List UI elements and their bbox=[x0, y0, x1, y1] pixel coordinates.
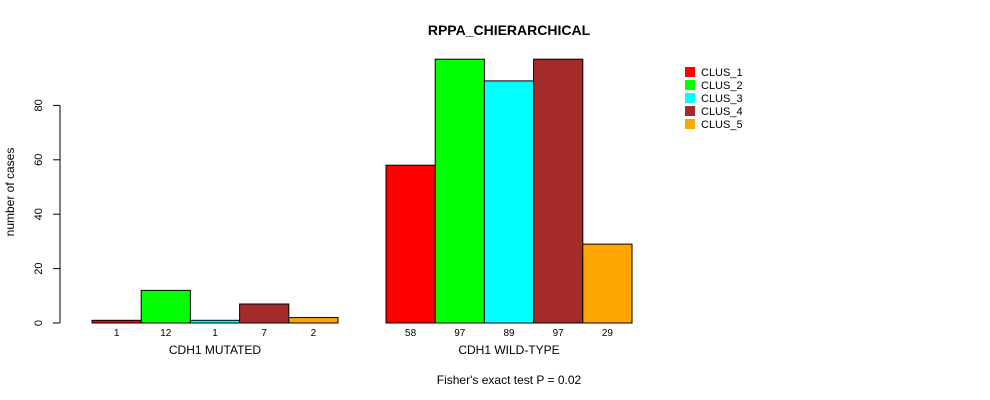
y-axis-label: number of cases bbox=[3, 148, 17, 237]
chart-title: RPPA_CHIERARCHICAL bbox=[428, 22, 591, 38]
y-tick-label: 60 bbox=[33, 154, 45, 166]
bar-clus-3-wild-type bbox=[483, 80, 535, 324]
group-labels: CDH1 MUTATED CDH1 WILD-TYPE bbox=[169, 343, 560, 357]
legend-label: CLUS_5 bbox=[701, 119, 743, 131]
bars: 1 12 1 7 2 58 97 89 97 29 bbox=[91, 58, 633, 339]
group-label-wild-type: CDH1 WILD-TYPE bbox=[458, 343, 559, 357]
y-tick-label: 0 bbox=[33, 320, 45, 326]
bar-count-label: 58 bbox=[405, 328, 417, 339]
bar-clus-4-mutated bbox=[239, 303, 290, 324]
bar-count-label: 1 bbox=[114, 328, 120, 339]
y-axis: 0 20 40 60 80 bbox=[33, 99, 61, 326]
bar-count-label: 97 bbox=[553, 328, 565, 339]
legend-label: CLUS_4 bbox=[701, 106, 743, 118]
bar-clus-2-mutated bbox=[140, 289, 191, 324]
bar-count-label: 1 bbox=[212, 328, 218, 339]
bar-clus-1-mutated bbox=[91, 319, 142, 324]
legend-label: CLUS_3 bbox=[701, 93, 743, 105]
bar-clus-3-mutated bbox=[189, 319, 241, 324]
bar-count-label: 89 bbox=[503, 328, 515, 339]
bar-clus-1-wild-type bbox=[385, 164, 436, 324]
y-tick-label: 20 bbox=[33, 262, 45, 274]
bar-clus-2-wild-type bbox=[434, 58, 485, 324]
y-tick-label: 80 bbox=[33, 99, 45, 111]
legend-swatch-clus-2 bbox=[685, 80, 695, 90]
bar-clus-5-mutated bbox=[288, 317, 339, 324]
bar-count-label: 7 bbox=[261, 328, 267, 339]
legend-swatch-clus-4 bbox=[685, 106, 695, 116]
fisher-test-footer: Fisher's exact test P = 0.02 bbox=[437, 373, 582, 387]
legend-swatch-clus-3 bbox=[685, 93, 695, 103]
bar-clus-5-wild-type bbox=[582, 243, 633, 324]
bar-count-label: 12 bbox=[160, 328, 172, 339]
legend-swatch-clus-5 bbox=[685, 119, 695, 129]
y-tick-label: 40 bbox=[33, 208, 45, 220]
bar-count-label: 2 bbox=[311, 328, 317, 339]
legend-swatch-clus-1 bbox=[685, 67, 695, 77]
bar-count-label: 29 bbox=[602, 328, 614, 339]
legend-label: CLUS_1 bbox=[701, 67, 743, 79]
group-label-mutated: CDH1 MUTATED bbox=[169, 343, 262, 357]
legend-label: CLUS_2 bbox=[701, 80, 743, 92]
bar-count-label: 97 bbox=[454, 328, 466, 339]
bar-clus-4-wild-type bbox=[533, 58, 584, 324]
